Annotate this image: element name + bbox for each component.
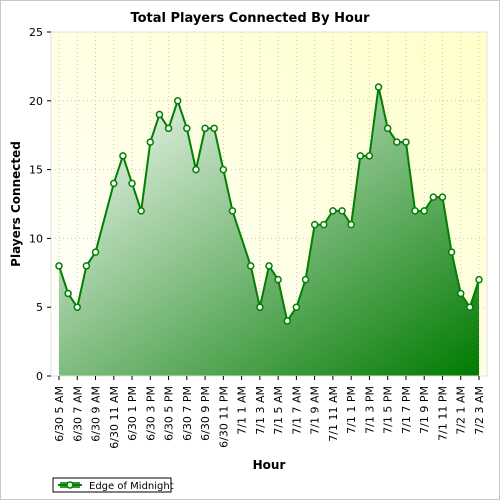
- data-point: [374, 83, 383, 91]
- data-point: [91, 248, 100, 256]
- data-point: [393, 138, 401, 146]
- x-tick-label: 6/30 7 AM: [71, 386, 84, 442]
- data-point: [411, 207, 419, 215]
- data-point: [210, 124, 218, 133]
- data-point: [64, 289, 72, 298]
- x-tick-label: 7/1 5 AM: [272, 386, 285, 435]
- y-tick-label: 15: [29, 164, 43, 177]
- data-point: [246, 262, 255, 270]
- data-point: [356, 152, 365, 160]
- series-area-fill: [59, 87, 479, 376]
- data-point: [110, 179, 118, 188]
- data-point: [73, 303, 82, 311]
- y-axis-ticks: 0 5 10 15 20 25: [29, 26, 51, 383]
- plot-border: [50, 31, 488, 377]
- data-point: [55, 262, 63, 270]
- x-tick-label: 6/30 11 PM: [217, 386, 230, 448]
- data-point: [447, 248, 456, 256]
- x-tick-label: 7/1 9 PM: [418, 386, 431, 434]
- x-tick-label: 6/30 9 PM: [199, 386, 212, 441]
- x-tick-label: 6/30 11 AM: [108, 386, 121, 449]
- x-tick-label: 6/30 7 PM: [181, 386, 194, 441]
- data-point: [192, 165, 200, 174]
- x-tick-label: 7/2 1 AM: [455, 386, 468, 435]
- data-point: [347, 220, 355, 229]
- data-point: [155, 110, 164, 119]
- y-tick-label: 5: [36, 301, 43, 314]
- x-tick-label: 7/1 3 AM: [254, 386, 267, 435]
- axes: [50, 31, 488, 377]
- data-point: [137, 207, 145, 215]
- data-point: [301, 275, 310, 284]
- data-point: [228, 207, 237, 215]
- data-point: [256, 303, 264, 311]
- x-tick-label: 6/30 9 AM: [90, 386, 103, 442]
- y-tick-label: 0: [36, 370, 43, 383]
- data-point: [146, 138, 155, 146]
- data-point: [320, 220, 328, 229]
- data-point: [456, 289, 465, 298]
- legend: Edge of Midnight: [52, 477, 174, 493]
- x-tick-label: 7/1 7 AM: [290, 386, 303, 435]
- y-tick-label: 20: [29, 95, 43, 108]
- data-point: [466, 303, 474, 311]
- x-tick-label: 7/1 5 PM: [382, 386, 395, 434]
- series-area: [55, 83, 483, 376]
- data-point: [283, 317, 292, 325]
- x-tick-label: 6/30 1 PM: [126, 386, 139, 441]
- x-tick-label: 7/1 9 AM: [309, 386, 322, 435]
- data-point: [183, 124, 191, 133]
- data-point: [265, 262, 273, 270]
- y-tick-label: 10: [29, 232, 43, 245]
- legend-marker-icon: [66, 481, 74, 489]
- data-point: [383, 124, 392, 133]
- data-point: [429, 193, 438, 201]
- data-point: [310, 220, 319, 229]
- data-point: [173, 97, 182, 105]
- x-tick-label: 6/30 5 AM: [53, 386, 66, 442]
- data-point: [365, 152, 374, 160]
- x-tick-label: 7/1 3 PM: [363, 386, 376, 434]
- data-point: [329, 207, 337, 215]
- x-tick-label: 7/2 3 AM: [473, 386, 486, 435]
- data-point: [219, 165, 228, 174]
- data-point: [119, 152, 127, 160]
- data-point: [338, 207, 346, 215]
- y-axis-title: Players Connected: [9, 141, 23, 267]
- x-tick-label: 6/30 3 PM: [144, 386, 157, 441]
- x-tick-label: 7/1 11 AM: [327, 386, 340, 442]
- data-point: [402, 138, 410, 146]
- x-tick-label: 7/1 7 PM: [400, 386, 413, 434]
- data-point: [475, 275, 483, 284]
- y-tick-label: 25: [29, 26, 43, 39]
- x-tick-label: 7/1 11 PM: [436, 386, 449, 441]
- legend-box: [52, 477, 172, 493]
- data-point: [128, 179, 136, 188]
- x-tick-label: 6/30 5 PM: [163, 386, 176, 441]
- x-axis-title: Hour: [253, 458, 286, 472]
- data-point: [438, 193, 447, 201]
- x-tick-label: 7/1 1 PM: [345, 386, 358, 434]
- data-point: [82, 262, 91, 270]
- x-axis-ticks: 6/30 5 AM 6/30 7 AM 6/30 9 AM 6/30 11 AM 6/3…: [53, 376, 486, 449]
- data-point: [274, 275, 282, 284]
- data-point: [292, 303, 301, 311]
- chart-title: Total Players Connected By Hour: [130, 11, 370, 26]
- data-point: [420, 207, 428, 215]
- data-point: [201, 124, 209, 133]
- x-tick-label: 7/1 1 AM: [236, 386, 249, 435]
- data-point: [164, 124, 173, 133]
- legend-label: Edge of Midnight: [89, 481, 174, 492]
